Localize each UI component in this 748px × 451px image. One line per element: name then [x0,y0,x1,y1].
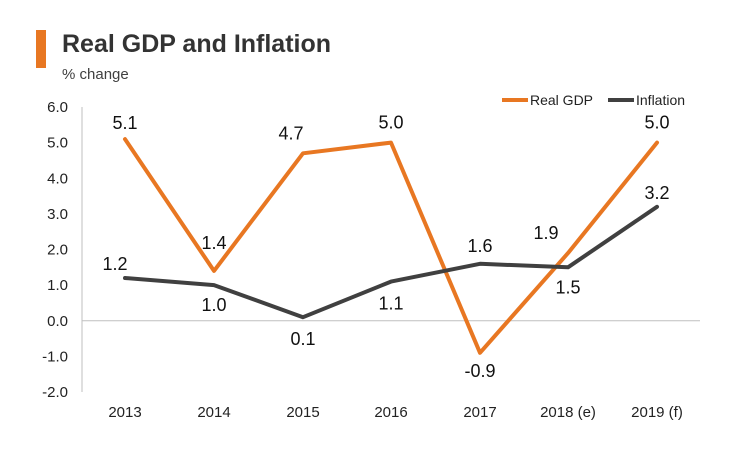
y-tick-label: -2.0 [42,384,68,401]
y-tick-label: 6.0 [47,99,68,116]
real-gdp-data-label: 5.0 [644,113,669,133]
y-tick-label: 5.0 [47,135,68,152]
inflation-data-label: 1.1 [378,294,403,314]
real-gdp-data-label: 1.4 [201,233,226,253]
x-tick-label: 2016 [374,404,407,421]
y-tick-label: 4.0 [47,170,68,187]
x-tick-label: 2017 [463,404,496,421]
inflation-data-label: 1.5 [555,277,580,297]
real-gdp-data-label: 5.1 [112,113,137,133]
real-gdp-line [123,137,659,355]
inflation-line [123,204,659,320]
chart-title: Real GDP and Inflation [62,30,332,58]
y-tick-label: 2.0 [47,242,68,259]
chart-subtitle: % change [62,66,129,83]
inflation-data-label: 3.2 [644,183,669,203]
real-gdp-data-label: 1.9 [533,223,558,243]
y-tick-label: 1.0 [47,277,68,294]
real-gdp-data-label: 4.7 [278,123,303,143]
y-tick-label: 0.0 [47,313,68,330]
x-tick-label: 2013 [108,404,141,421]
real-gdp-data-label: 5.0 [378,113,403,133]
x-tick-label: 2015 [286,404,319,421]
title-accent-bar [36,30,46,68]
legend-real-gdp-label: Real GDP [530,92,593,108]
x-tick-label: 2014 [197,404,230,421]
inflation-data-label: 1.2 [102,254,127,274]
real-gdp-data-label: -0.9 [464,361,495,381]
inflation-data-label: 1.0 [201,295,226,315]
inflation-data-label: 1.6 [467,236,492,256]
y-tick-label: 3.0 [47,206,68,223]
x-tick-label: 2018 (e) [540,404,596,421]
legend-inflation-label: Inflation [636,92,685,108]
x-tick-label: 2019 (f) [631,404,683,421]
inflation-data-label: 0.1 [290,329,315,349]
y-tick-label: -1.0 [42,348,68,365]
